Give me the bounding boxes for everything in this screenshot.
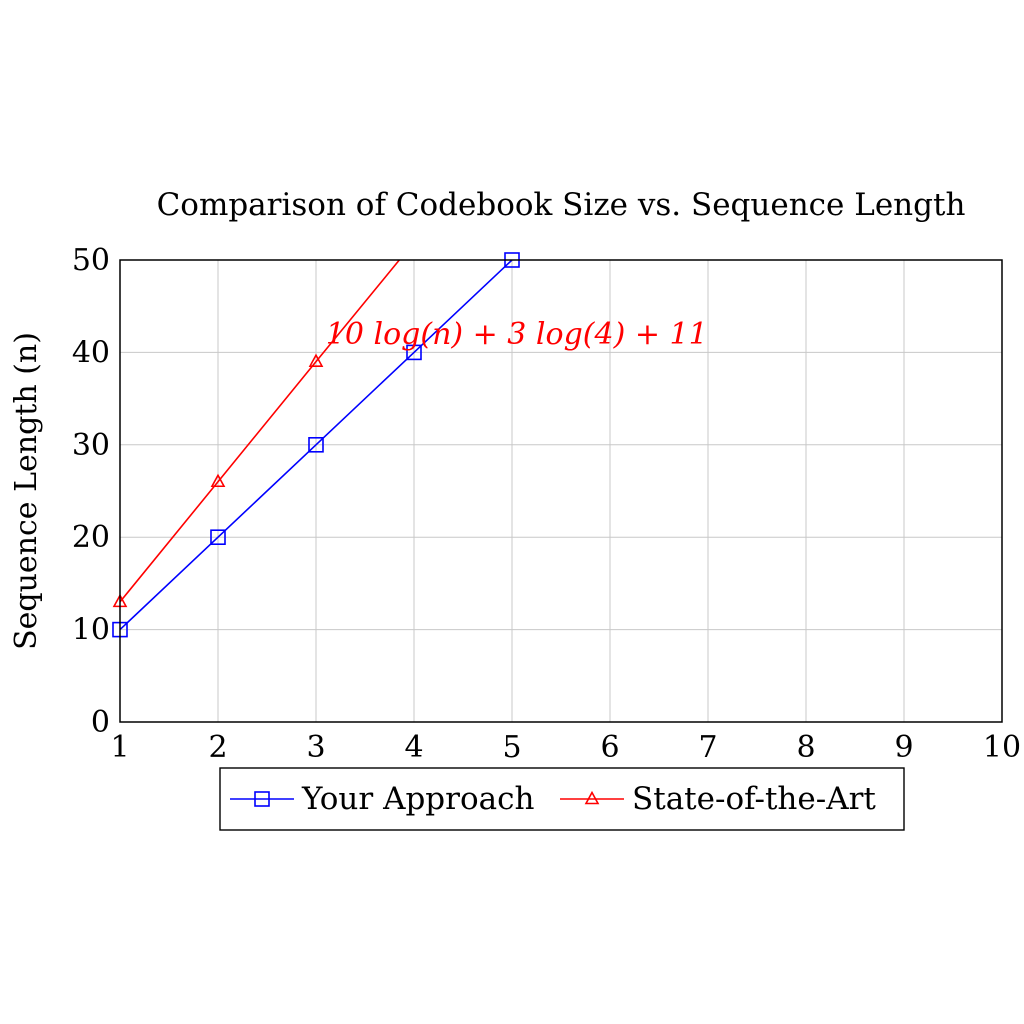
y-tick-label: 20	[72, 520, 110, 555]
data-point-square	[308, 436, 324, 453]
series-state-of-the-art	[112, 259, 400, 608]
data-point-square	[406, 344, 422, 361]
y-tick-label: 10	[72, 613, 110, 648]
x-tick-label: 2	[208, 730, 227, 765]
x-tick-labels: 1 2 3 4 5 6 7 8 9 10	[110, 730, 1021, 765]
annotations: 10 log(n) + 3 log(4) + 11	[326, 317, 708, 352]
legend-label: Your Approach	[301, 781, 534, 817]
y-tick-labels: 0 10 20 30 40 50	[72, 243, 110, 740]
x-tick-label: 7	[698, 730, 717, 765]
x-tick-label: 8	[796, 730, 815, 765]
plot-frame	[119, 259, 1003, 723]
y-tick-label: 50	[72, 243, 110, 278]
formula-annotation: 10 log(n) + 3 log(4) + 11	[326, 317, 708, 352]
series-line	[119, 259, 400, 603]
data-point-square	[210, 529, 226, 546]
data-point-triangle	[308, 353, 324, 367]
data-point-square	[254, 791, 270, 807]
data-point-triangle	[210, 473, 226, 488]
x-tick-label: 5	[502, 730, 521, 765]
legend-label: State-of-the-Art	[632, 781, 876, 817]
data-point-triangle	[584, 790, 600, 805]
x-tick-label: 6	[600, 730, 619, 765]
x-tick-label: 1	[110, 730, 129, 765]
x-tick-label: 4	[404, 730, 423, 765]
series-line	[119, 259, 513, 631]
y-tick-label: 40	[72, 335, 110, 370]
x-tick-label: 3	[306, 730, 325, 765]
chart-title: Comparison of Codebook Size vs. Sequence…	[157, 187, 966, 223]
y-axis-label: Sequence Length (n)	[9, 332, 44, 650]
legend: Your Approach State-of-the-Art	[219, 767, 905, 831]
x-tick-label: 9	[894, 730, 913, 765]
y-tick-label: 0	[91, 705, 110, 740]
x-tick-label: 10	[983, 730, 1021, 765]
y-tick-label: 30	[72, 428, 110, 463]
